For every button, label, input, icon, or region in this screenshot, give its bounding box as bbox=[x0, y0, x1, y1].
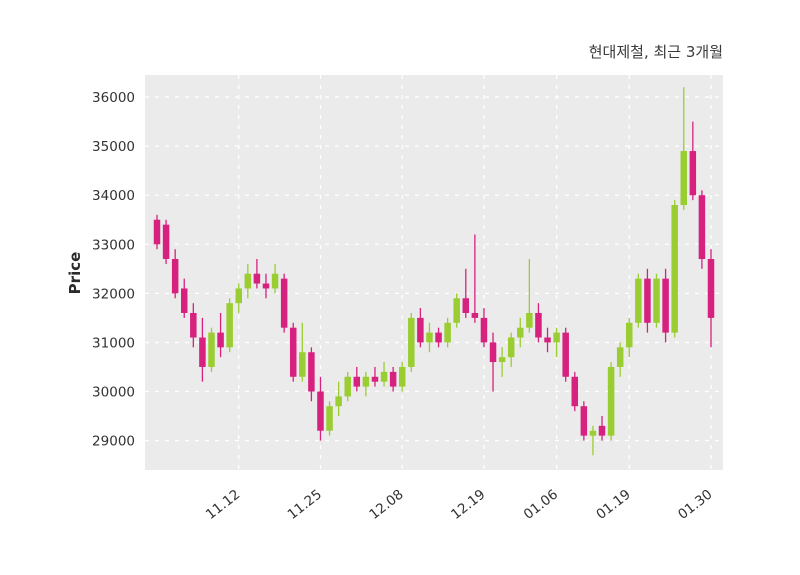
candle-body bbox=[535, 312, 542, 338]
candle-body bbox=[453, 298, 460, 323]
candle-body bbox=[562, 332, 569, 377]
candle-body bbox=[616, 347, 624, 367]
candle-body bbox=[289, 327, 297, 377]
candle-body bbox=[571, 376, 579, 407]
candle-body bbox=[253, 273, 261, 284]
candle-body bbox=[662, 278, 669, 333]
y-tick-label: 33000 bbox=[92, 237, 135, 253]
plot-background bbox=[145, 75, 723, 470]
candle-body bbox=[435, 332, 442, 343]
candle-body bbox=[526, 312, 533, 328]
candle-body bbox=[671, 205, 678, 333]
candle-body bbox=[308, 352, 315, 392]
candle-body bbox=[271, 273, 279, 289]
candle-body bbox=[580, 406, 588, 436]
candle-body bbox=[689, 151, 697, 196]
candle-body bbox=[299, 352, 306, 377]
candle-body bbox=[317, 391, 324, 431]
candle-body bbox=[544, 337, 551, 343]
x-tick-label: 01.19 bbox=[593, 487, 633, 523]
candle-body bbox=[489, 342, 497, 363]
candle-body bbox=[607, 366, 615, 436]
candle-body bbox=[417, 317, 424, 343]
candle-body bbox=[171, 259, 179, 294]
candle-body bbox=[680, 151, 688, 206]
candle-body bbox=[344, 376, 351, 397]
candle-body bbox=[153, 219, 161, 245]
candle-body bbox=[462, 298, 470, 313]
candle-body bbox=[199, 337, 206, 367]
candle-body bbox=[180, 288, 188, 313]
x-tick-label: 01.30 bbox=[675, 487, 715, 523]
candle-body bbox=[190, 312, 197, 338]
candle-body bbox=[480, 317, 488, 343]
candle-body bbox=[498, 357, 506, 363]
x-tick-label: 01.06 bbox=[521, 487, 561, 523]
candle-body bbox=[598, 425, 606, 436]
candle-body bbox=[380, 371, 388, 382]
candle-body bbox=[426, 332, 433, 343]
y-tick-label: 29000 bbox=[92, 434, 135, 450]
y-tick-label: 31000 bbox=[92, 335, 135, 351]
candle-body bbox=[326, 406, 333, 431]
y-tick-label: 36000 bbox=[92, 90, 135, 106]
candle-body bbox=[371, 376, 379, 382]
candle-body bbox=[217, 332, 224, 348]
candle-body bbox=[626, 322, 633, 348]
x-tick-label: 12.19 bbox=[448, 487, 488, 523]
candle-body bbox=[698, 195, 706, 260]
plot-area: 29000 30000 31000 32000 33000 34000 35000 36000… bbox=[92, 75, 723, 523]
candle-body bbox=[335, 396, 342, 407]
chart-title: 현대제철, 최근 3개월 bbox=[589, 43, 723, 61]
y-axis-label: Price bbox=[66, 252, 84, 295]
candle-body bbox=[162, 224, 170, 260]
candle-body bbox=[507, 337, 515, 358]
candle-body bbox=[517, 327, 524, 338]
x-tick-label: 12.08 bbox=[366, 487, 406, 523]
candle-body bbox=[553, 332, 560, 343]
candle-body bbox=[353, 376, 361, 387]
candle-body bbox=[226, 303, 233, 348]
candle-body bbox=[707, 259, 715, 318]
y-tick-label: 30000 bbox=[92, 384, 135, 400]
candle-body bbox=[208, 332, 215, 367]
candle-body bbox=[235, 288, 242, 304]
candle-body bbox=[644, 278, 651, 323]
y-tick-label: 35000 bbox=[92, 139, 135, 155]
candle-body bbox=[653, 278, 660, 323]
candle-body bbox=[262, 283, 270, 289]
candle-body bbox=[444, 322, 451, 343]
candle-body bbox=[635, 278, 642, 323]
x-tick-label: 11.12 bbox=[203, 487, 243, 523]
candle-body bbox=[389, 371, 397, 387]
candle-body bbox=[408, 317, 415, 367]
candle-body bbox=[362, 376, 370, 387]
y-tick-label: 34000 bbox=[92, 188, 135, 204]
candle-body bbox=[280, 278, 288, 328]
candle-body bbox=[398, 366, 406, 387]
y-tick-label: 32000 bbox=[92, 286, 135, 302]
candle-body bbox=[471, 312, 479, 318]
candle-body bbox=[244, 273, 252, 289]
x-tick-label: 11.25 bbox=[285, 487, 325, 523]
candle-body bbox=[589, 430, 597, 436]
